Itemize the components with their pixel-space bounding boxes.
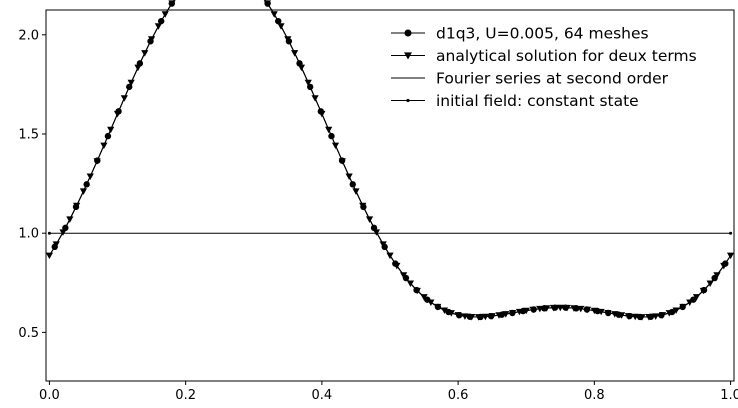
data-point [583,306,591,313]
data-point [62,224,69,232]
data-point [392,260,399,267]
y-tick-label: 0.5 [18,326,39,341]
data-point [360,203,367,211]
data-point [115,108,122,115]
data-point [296,60,303,67]
data-point [722,260,729,267]
data-point [636,313,644,321]
data-point [487,312,495,320]
data-point [413,286,420,294]
series-layer [45,0,735,321]
data-point [594,307,601,315]
data-point [157,17,165,25]
data-point [573,305,580,312]
x-tick-label: 0.0 [39,388,60,403]
series-line [54,0,726,318]
data-point [381,243,388,251]
legend-label: Fourier series at second order [436,70,669,88]
data-point [615,311,623,318]
data-point [652,313,660,320]
data-point [349,181,356,188]
x-tick-label: 0.8 [584,388,605,403]
data-point [168,0,176,7]
data-point [679,303,686,311]
data-point [445,308,452,316]
y-tick-label: 1.5 [18,127,39,142]
data-point [94,157,101,164]
data-point [729,231,733,235]
x-tick-label: 0.6 [448,388,469,403]
data-point [519,307,527,315]
data-point [317,108,325,115]
data-point [47,231,51,235]
data-point [328,132,335,140]
data-point [147,38,154,45]
data-point [658,312,665,319]
series-3 [47,231,733,235]
data-point [509,309,516,317]
legend-entry: analytical solution for deux terms [391,47,697,65]
data-point [726,252,735,260]
series-0 [51,0,729,321]
data-point [551,304,559,311]
data-point [264,0,271,7]
data-point [647,313,654,320]
legend-marker [404,29,412,37]
data-point [690,296,697,303]
data-point [498,311,505,318]
x-tick-label: 1.0 [720,388,738,403]
data-point [461,313,469,320]
data-point [104,132,112,140]
data-point [402,274,410,282]
legend-entry: d1q3, U=0.005, 64 meshes [391,25,649,43]
data-point [51,243,58,251]
data-point [562,304,569,311]
data-point [530,306,537,313]
data-point [466,313,474,320]
legend-label: d1q3, U=0.005, 64 meshes [436,25,649,43]
y-tick-label: 2.0 [18,28,39,43]
y-axis: 0.5 1.0 1.5 2.0 [18,28,46,341]
data-point [285,38,293,45]
x-tick-label: 0.2 [175,388,196,403]
data-point [136,60,144,67]
data-point [306,83,314,91]
legend-label: initial field: constant state [436,92,639,110]
data-point [541,305,548,312]
legend: d1q3, U=0.005, 64 meshes analytical solut… [391,25,697,110]
data-point [72,203,80,211]
data-point [424,296,431,303]
legend-entry: initial field: constant state [391,92,639,110]
data-point [604,309,612,317]
plot-frame [45,9,735,382]
data-point [275,17,282,25]
data-point [700,286,708,294]
legend-entry: Fourier series at second order [391,70,669,88]
data-point [338,157,346,164]
data-point [668,308,676,316]
legend-marker [406,98,410,103]
x-axis: 0.0 0.2 0.4 0.6 0.8 1.0 [39,381,738,403]
data-point [455,312,463,319]
data-point [83,181,90,188]
data-point [626,312,633,320]
data-point [370,224,378,232]
plot-background [46,10,734,381]
legend-marker [404,52,412,60]
data-point [477,313,484,321]
y-tick-label: 1.0 [18,227,39,242]
data-point [434,303,442,311]
x-tick-label: 0.4 [312,388,333,403]
data-point [126,83,133,91]
data-point [711,274,718,282]
legend-label: analytical solution for deux terms [436,47,697,65]
data-point [45,252,54,260]
